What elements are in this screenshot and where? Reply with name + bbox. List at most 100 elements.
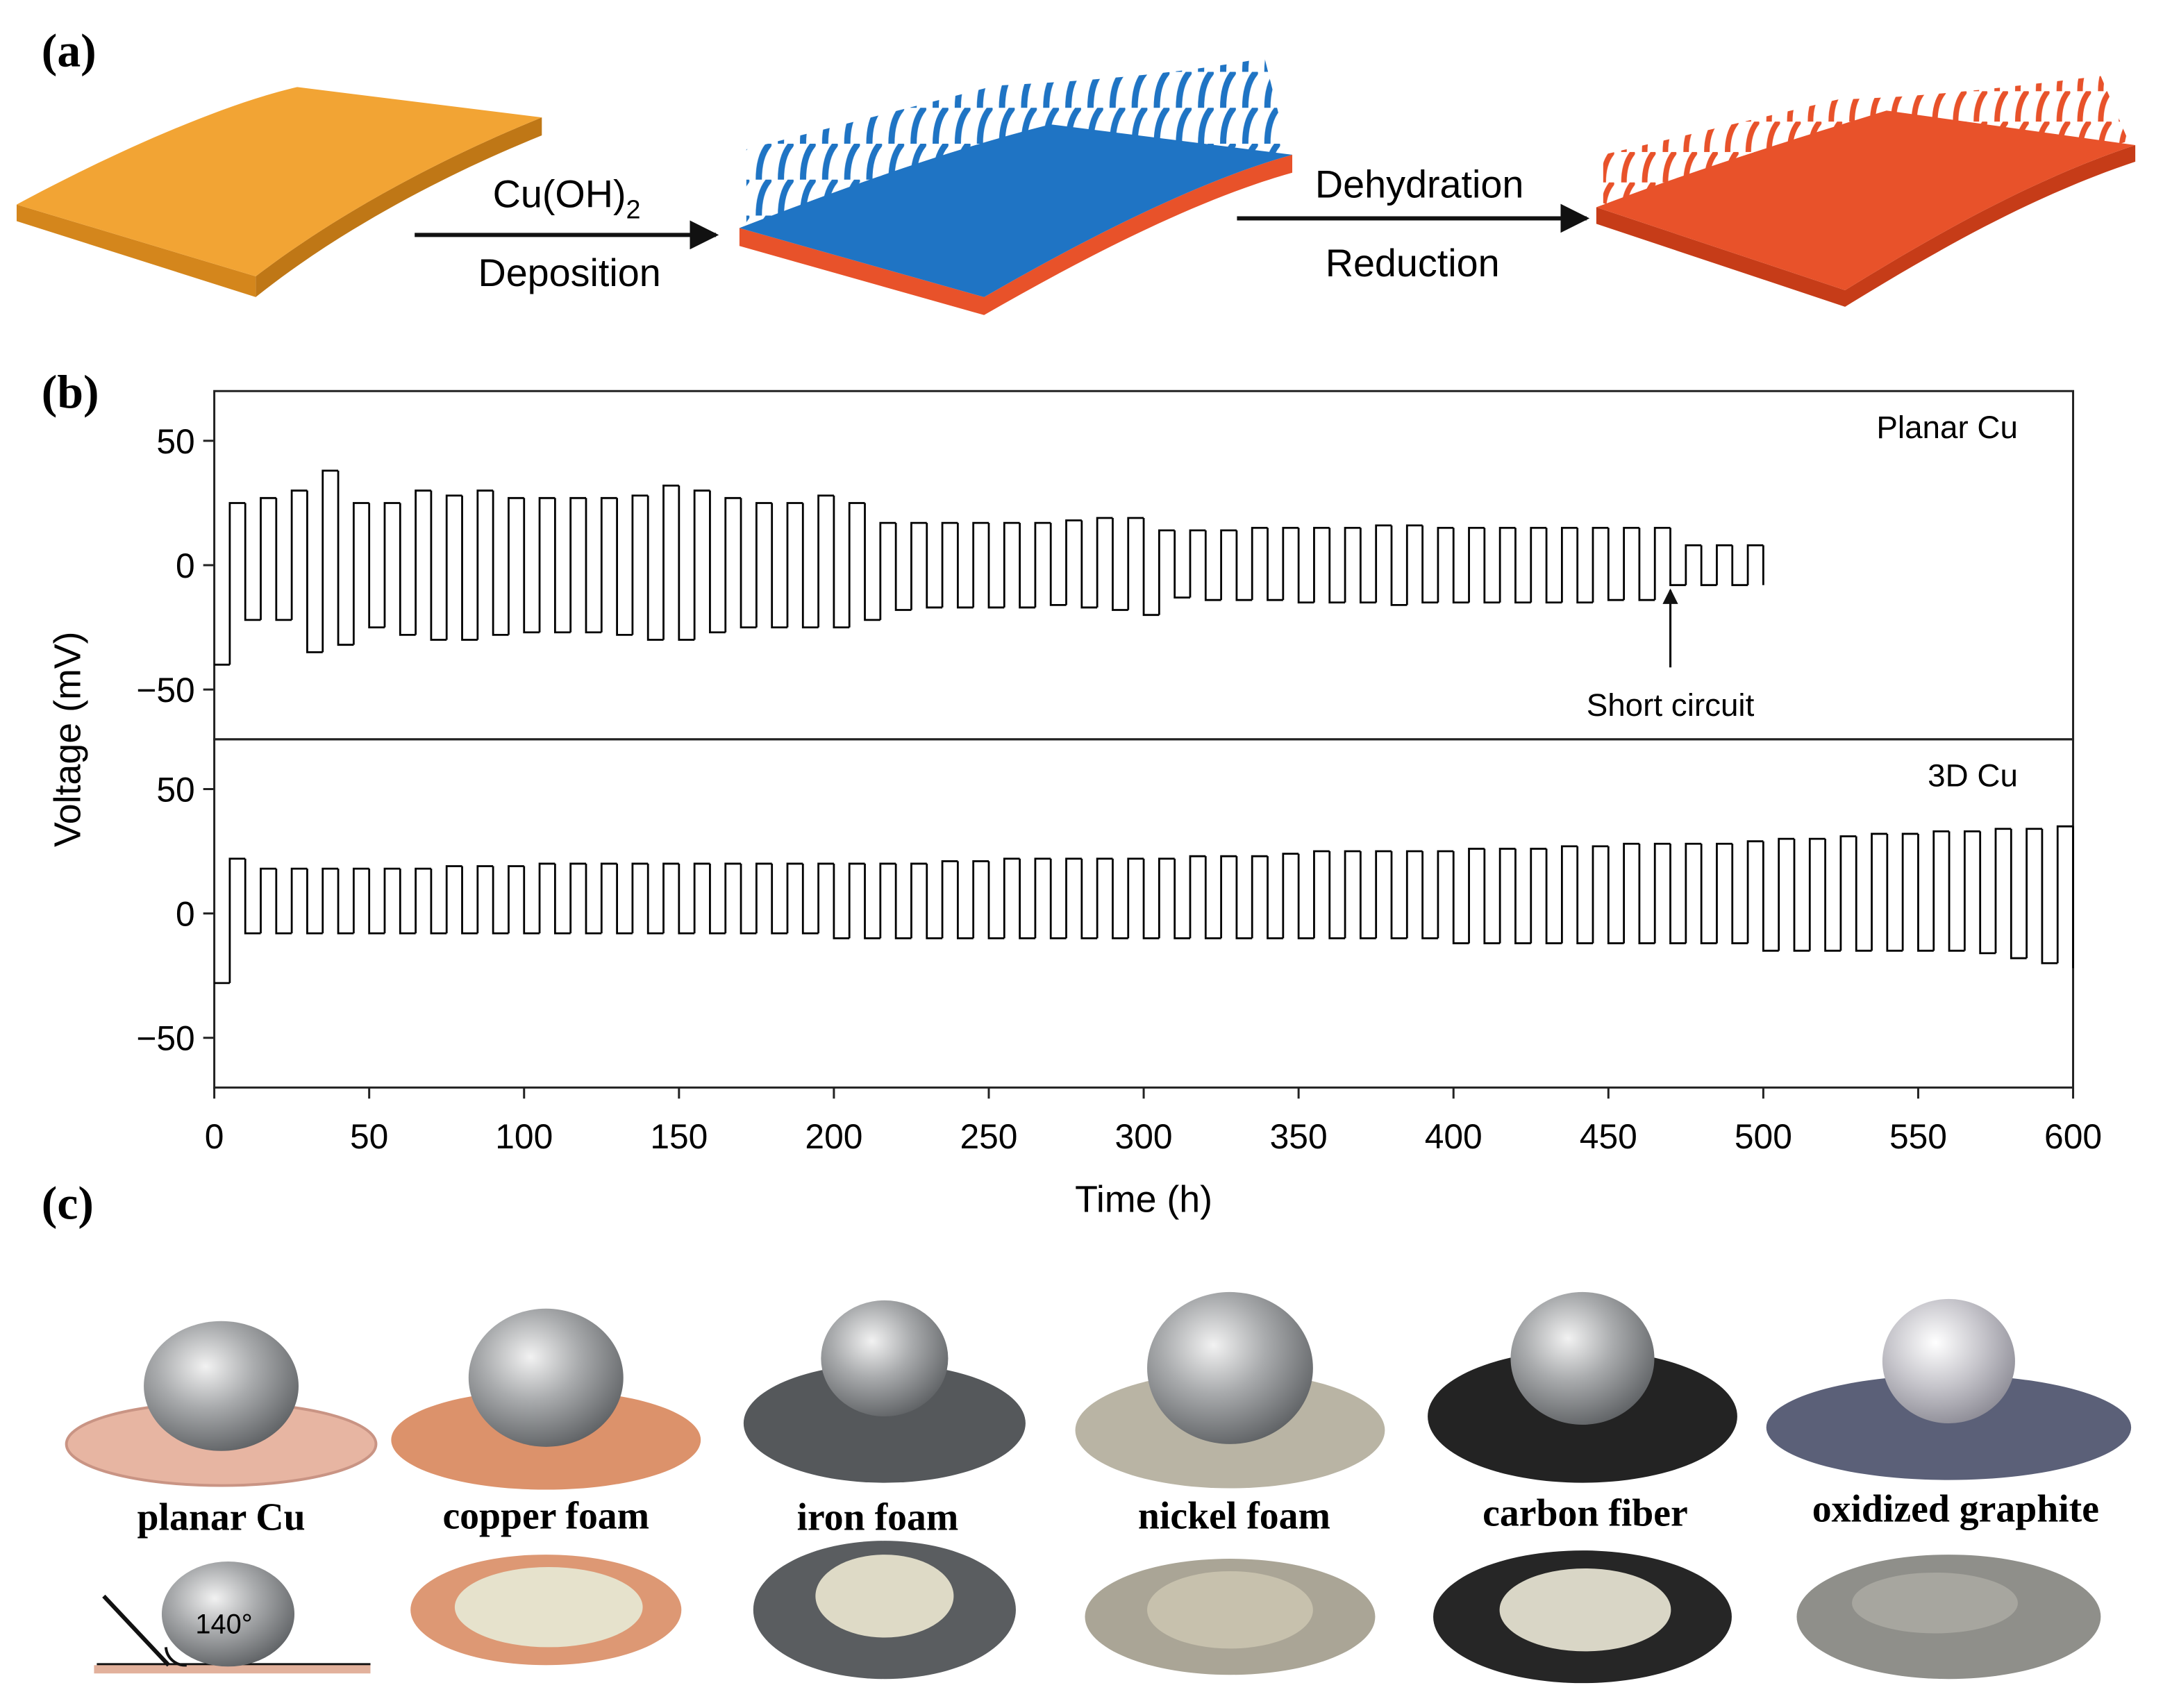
photo (1428, 1291, 1737, 1684)
trace-segment (2041, 828, 2058, 964)
trace-segment (740, 863, 757, 935)
trace-segment (492, 490, 509, 636)
sheet-edge (256, 117, 542, 297)
trace-segment (1328, 528, 1346, 604)
trace-segment (228, 857, 246, 983)
trace-segment (553, 498, 571, 634)
trace-segment (848, 862, 865, 939)
step-label: Dehydration (1315, 163, 1523, 206)
trace-segment (771, 863, 787, 935)
trace-segment (1390, 525, 1408, 606)
trace-segment (1855, 836, 1872, 952)
trace-segment (740, 498, 757, 628)
trace-segment (1267, 856, 1283, 939)
x-tick-label: 0 (205, 1117, 224, 1156)
trace-segment (1328, 851, 1346, 939)
subscript: 2 (626, 195, 641, 224)
trace-segment (1886, 833, 1903, 952)
trace-segment (631, 862, 649, 934)
trace-segment (1623, 526, 1639, 601)
photo (391, 1308, 701, 1666)
step-label: Deposition (478, 251, 660, 294)
x-tick-label: 200 (805, 1117, 862, 1156)
trace-segment (1359, 851, 1376, 939)
trace-segment (864, 863, 880, 939)
trace-segment (1344, 526, 1361, 603)
trace-segment (321, 867, 339, 934)
trace-segment (1452, 851, 1469, 944)
trace-segment (337, 869, 354, 935)
trace-segment (476, 489, 494, 640)
trace-segment (894, 863, 912, 939)
trace-segment (693, 862, 710, 934)
trace-segment (1545, 848, 1562, 944)
trace-segment (1375, 524, 1392, 603)
trace-segment (1700, 844, 1717, 944)
trace-segment (1096, 857, 1113, 939)
trace-segment (553, 863, 571, 935)
trace-segment (864, 503, 880, 621)
trace-segment (1390, 851, 1408, 939)
trace-segment (1251, 855, 1268, 939)
trace-segment (833, 495, 850, 628)
trace-segment (352, 502, 369, 645)
trace-segment (399, 869, 416, 935)
trace-segment (228, 502, 246, 665)
trace-segment (1994, 828, 2012, 953)
trace-segment (1405, 524, 1423, 605)
panel-label: (b) (42, 366, 99, 418)
trace-segment (399, 503, 416, 636)
trace-segment (1731, 844, 1748, 944)
trace-segment (1282, 853, 1299, 939)
trace-segment (987, 861, 1005, 939)
trace-segment (569, 862, 586, 934)
trace-segment (755, 502, 772, 628)
trace-segment (1669, 844, 1686, 944)
trace-segment (926, 863, 943, 939)
trace-segment (461, 866, 478, 935)
trace-segment (926, 523, 943, 609)
trace-segment (306, 869, 323, 935)
trace-segment (2026, 828, 2042, 959)
trace-segment (1917, 833, 1934, 952)
trace-segment (290, 489, 308, 620)
trace-segment (523, 498, 540, 634)
trace-segment (1313, 526, 1330, 603)
panel-series-label: Planar Cu (1876, 410, 2018, 445)
trace-segment (337, 470, 354, 646)
trace-segment (1607, 846, 1624, 944)
trace-segment (941, 860, 958, 939)
trace-segment (1204, 530, 1221, 601)
trace-segment (1080, 520, 1098, 609)
trace-segment (771, 503, 787, 628)
x-tick-label: 100 (495, 1117, 553, 1156)
trace-segment (1297, 528, 1314, 604)
trace-segment (352, 867, 369, 934)
panel-series-label: 3D Cu (1928, 757, 2018, 793)
trace-segment (1576, 528, 1593, 604)
y-tick-label: 0 (176, 546, 195, 585)
trace-segment (1344, 850, 1361, 939)
trace-segment (275, 869, 292, 935)
step-label: Cu(OH)2 (493, 173, 641, 225)
trace-segment (631, 494, 649, 635)
trace-segment (941, 521, 958, 608)
trace-segment (1963, 830, 1980, 951)
trace-segment (1514, 528, 1531, 604)
photo (743, 1300, 1026, 1680)
trace-segment (1034, 857, 1051, 939)
trace-segment (445, 865, 462, 934)
trace-segment (1189, 529, 1206, 598)
trace-segment (1576, 846, 1593, 944)
trace-segment (786, 862, 803, 934)
sample-label: iron foam (797, 1496, 959, 1539)
trace-segment (260, 867, 276, 934)
sheet-edge (739, 154, 1293, 315)
trace-segment (709, 863, 726, 935)
trace-segment (1080, 858, 1098, 939)
trace-segment (430, 490, 447, 641)
trace-segment (538, 496, 556, 633)
trace-segment (244, 503, 261, 621)
trace-segment (244, 858, 261, 935)
x-tick-label: 600 (2044, 1117, 2102, 1156)
